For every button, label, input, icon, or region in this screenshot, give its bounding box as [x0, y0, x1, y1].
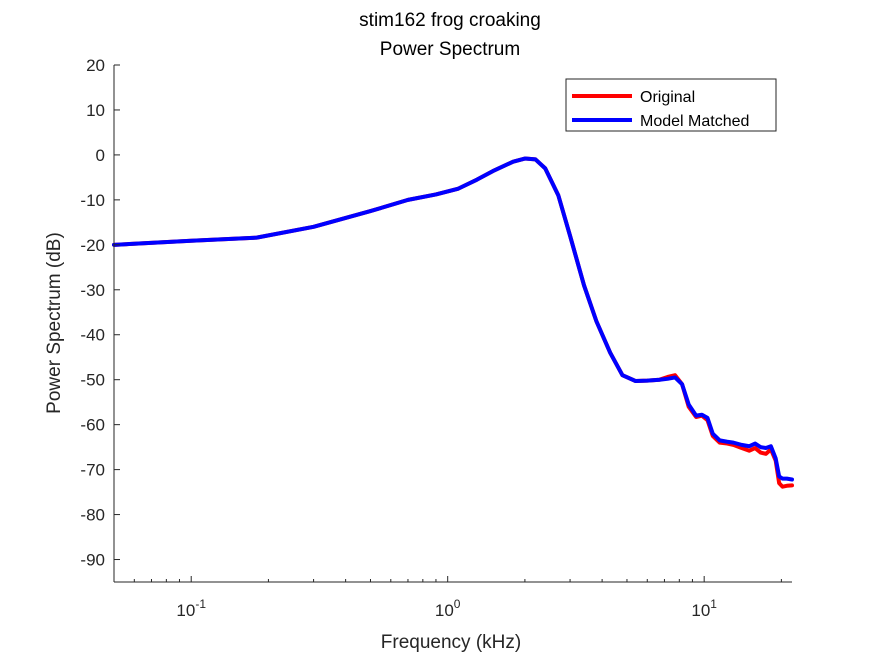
x-tick-label: 100 — [435, 597, 461, 620]
y-tick-label: -50 — [80, 371, 105, 390]
x-ticks: 10-1 100 101 — [113, 576, 782, 620]
chart-subtitle: Power Spectrum — [380, 39, 520, 60]
chart-title: stim162 frog croaking — [359, 10, 541, 31]
y-tick-label: -10 — [80, 191, 105, 210]
y-tick-label: -60 — [80, 416, 105, 435]
x-tick-label: 10-1 — [176, 597, 206, 620]
y-tick-label: 0 — [96, 146, 105, 165]
y-ticks: 20 10 0 -10 -20 -30 -40 -50 -60 -70 -80 -90 — [80, 56, 120, 570]
series-line-original — [112, 156, 794, 489]
legend: Original Model Matched — [565, 78, 777, 132]
y-tick-label: 20 — [86, 56, 105, 75]
legend-label-model-matched: Model Matched — [640, 113, 749, 130]
y-tick-label: -90 — [80, 551, 105, 570]
y-tick-label: -30 — [80, 281, 105, 300]
x-axis-label: Frequency (kHz) — [381, 632, 521, 653]
y-tick-label: -40 — [80, 326, 105, 345]
y-tick-label: -20 — [80, 236, 105, 255]
legend-box — [565, 78, 777, 132]
legend-label-original: Original — [640, 89, 695, 106]
x-tick-label: 101 — [691, 597, 717, 620]
series-line-model-matched — [112, 156, 794, 482]
y-tick-label: 10 — [86, 101, 105, 120]
y-tick-label: -80 — [80, 506, 105, 525]
y-tick-label: -70 — [80, 461, 105, 480]
y-axis-label: Power Spectrum (dB) — [44, 232, 65, 414]
plot-lines — [112, 156, 794, 489]
